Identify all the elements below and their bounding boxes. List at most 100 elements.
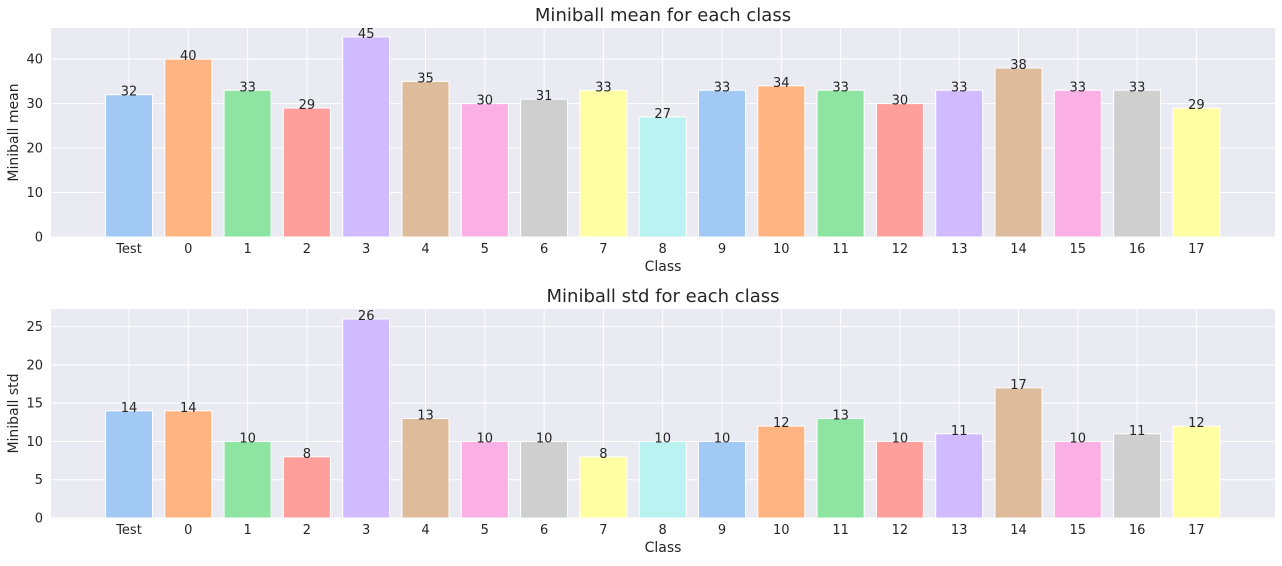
y-tick-label: 0 [35,512,43,527]
bar-value-label: 17 [1010,378,1027,393]
x-tick-label: 7 [599,523,607,538]
x-tick-label: 4 [421,523,429,538]
bar-value-label: 10 [892,431,909,446]
bar-value-label: 34 [773,76,790,91]
x-tick-label: 13 [951,523,968,538]
bar-value-label: 11 [951,424,968,439]
bar [223,440,272,519]
y-tick-label: 20 [26,358,43,373]
bar [164,410,213,519]
bar [698,89,746,238]
chart-title: Miniball mean for each class [535,5,791,26]
bar-value-label: 33 [239,80,256,95]
x-tick-label: Test [115,523,142,538]
x-tick-label: 15 [1070,523,1087,538]
bar-value-label: 27 [654,107,671,122]
bar [757,85,806,238]
bar-value-label: 38 [1010,58,1027,73]
x-tick-label: 10 [773,242,790,257]
bar-value-label: 32 [121,85,138,100]
bar-value-label: 33 [832,80,849,95]
x-tick-label: 11 [832,523,849,538]
bar-value-label: 10 [477,431,494,446]
y-tick-label: 15 [26,397,43,412]
y-axis-label: Miniball mean [6,83,22,181]
x-tick-label: 5 [481,523,489,538]
bar-value-label: 13 [832,408,849,423]
x-tick-label: 8 [659,523,667,538]
x-axis-label: Class [645,259,682,275]
bar-value-label: 10 [654,431,671,446]
bar [1113,89,1162,238]
bar [638,440,687,519]
bar-value-label: 30 [892,94,909,109]
bar-value-label: 8 [303,447,311,462]
x-tick-label: 2 [303,242,311,257]
bar-value-label: 31 [536,89,553,104]
y-tick-label: 40 [26,53,43,68]
bar [105,410,153,519]
bar-value-label: 30 [477,94,494,109]
bar-value-label: 33 [1070,80,1087,95]
bar-value-label: 33 [714,80,731,95]
bar-value-label: 29 [1188,98,1205,113]
bar-value-label: 11 [1129,424,1146,439]
bar [282,107,331,238]
bar-value-label: 33 [1129,80,1146,95]
x-tick-label: 11 [832,242,849,257]
bar [875,440,924,519]
bar-value-label: 10 [239,431,256,446]
y-tick-label: 5 [35,473,43,488]
bar [757,425,806,519]
x-tick-label: 2 [303,523,311,538]
x-tick-label: 10 [773,523,790,538]
bar-value-label: 45 [358,27,375,42]
y-tick-label: 10 [26,186,43,201]
bar [342,36,391,238]
bar [460,440,509,519]
bar-value-label: 12 [773,416,790,431]
bar-value-label: 12 [1188,416,1205,431]
x-tick-label: 0 [184,523,192,538]
bar [1053,440,1102,519]
x-tick-label: 9 [718,242,726,257]
bar-value-label: 33 [951,80,968,95]
x-tick-label: 12 [892,242,909,257]
bar [1113,433,1162,519]
bar [1053,89,1102,238]
x-tick-label: 16 [1129,523,1146,538]
bar [401,417,450,519]
bar-value-label: 26 [358,309,375,324]
x-tick-label: 13 [951,242,968,257]
x-tick-label: 12 [892,523,909,538]
bar-value-label: 8 [599,447,607,462]
x-tick-label: 6 [540,242,548,257]
y-tick-label: 0 [35,231,43,246]
bar [1172,107,1221,238]
bar-value-label: 10 [536,431,553,446]
y-tick-label: 10 [26,435,43,450]
x-tick-label: 5 [481,242,489,257]
x-tick-label: 7 [599,242,607,257]
bar-value-label: 13 [417,408,434,423]
bar-value-label: 14 [180,401,197,416]
bar [520,98,569,238]
bar [579,456,628,519]
bar-value-label: 33 [595,80,612,95]
bar [520,440,569,519]
bar [994,387,1043,519]
x-tick-label: 15 [1070,242,1087,257]
x-tick-label: 1 [243,242,251,257]
x-tick-label: 1 [243,523,251,538]
bar [816,417,865,519]
bar [105,94,153,238]
x-tick-label: 9 [718,523,726,538]
bar [935,89,984,238]
y-tick-label: 20 [26,142,43,157]
x-tick-label: 16 [1129,242,1146,257]
x-tick-label: 3 [362,242,370,257]
x-tick-label: 14 [1010,242,1027,257]
bar-value-label: 10 [1070,431,1087,446]
x-tick-label: 17 [1188,242,1205,257]
